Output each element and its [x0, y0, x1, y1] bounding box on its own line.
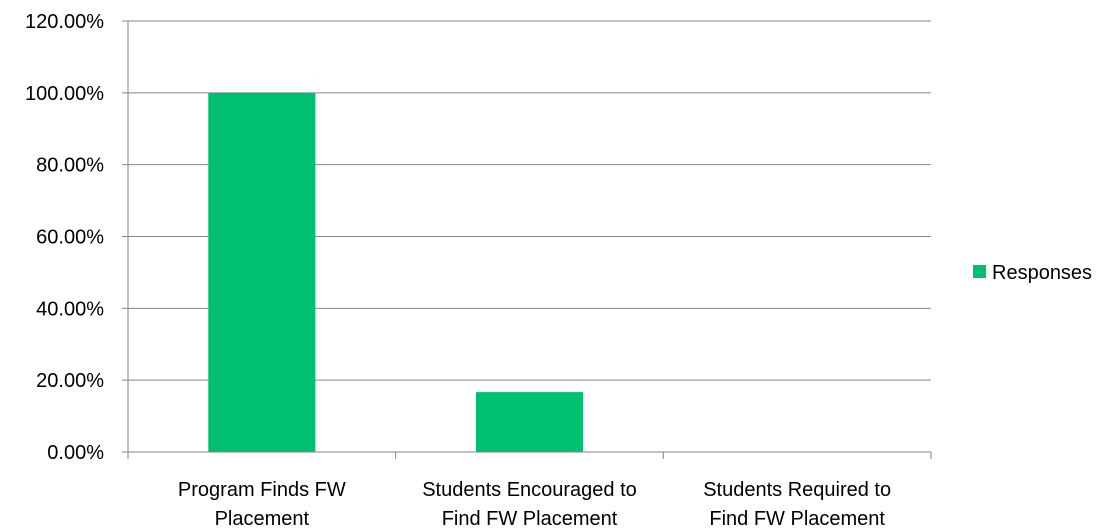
y-tick-label: 60.00%: [36, 227, 104, 249]
y-tick-label: 40.00%: [36, 298, 104, 320]
x-tick-label: Program Finds FW: [178, 479, 346, 501]
x-tick-label: Find FW Placement: [442, 508, 618, 529]
axes: [122, 20, 932, 459]
legend-label: Responses: [992, 262, 1092, 284]
x-tick-label: Placement: [215, 508, 310, 529]
y-tick-label: 20.00%: [36, 370, 104, 392]
legend-swatch: [973, 265, 986, 278]
y-tick-label: 0.00%: [47, 442, 104, 464]
x-tick-label: Students Encouraged to: [422, 479, 637, 501]
bars: [208, 92, 584, 452]
legend: Responses: [973, 262, 1092, 284]
x-tick-label: Find FW Placement: [709, 508, 885, 529]
y-tick-label: 80.00%: [36, 155, 104, 177]
x-axis-tick-labels: Program Finds FW Placement Students Encour…: [178, 479, 891, 529]
y-tick-label: 100.00%: [25, 83, 104, 105]
y-axis-tick-labels: 0.00% 20.00% 40.00% 60.00% 80.00% 100.00% 120.…: [25, 11, 104, 464]
x-tick-label: Students Required to: [703, 479, 891, 501]
bar: [208, 92, 316, 452]
y-tick-label: 120.00%: [25, 11, 104, 33]
bar: [475, 392, 584, 452]
